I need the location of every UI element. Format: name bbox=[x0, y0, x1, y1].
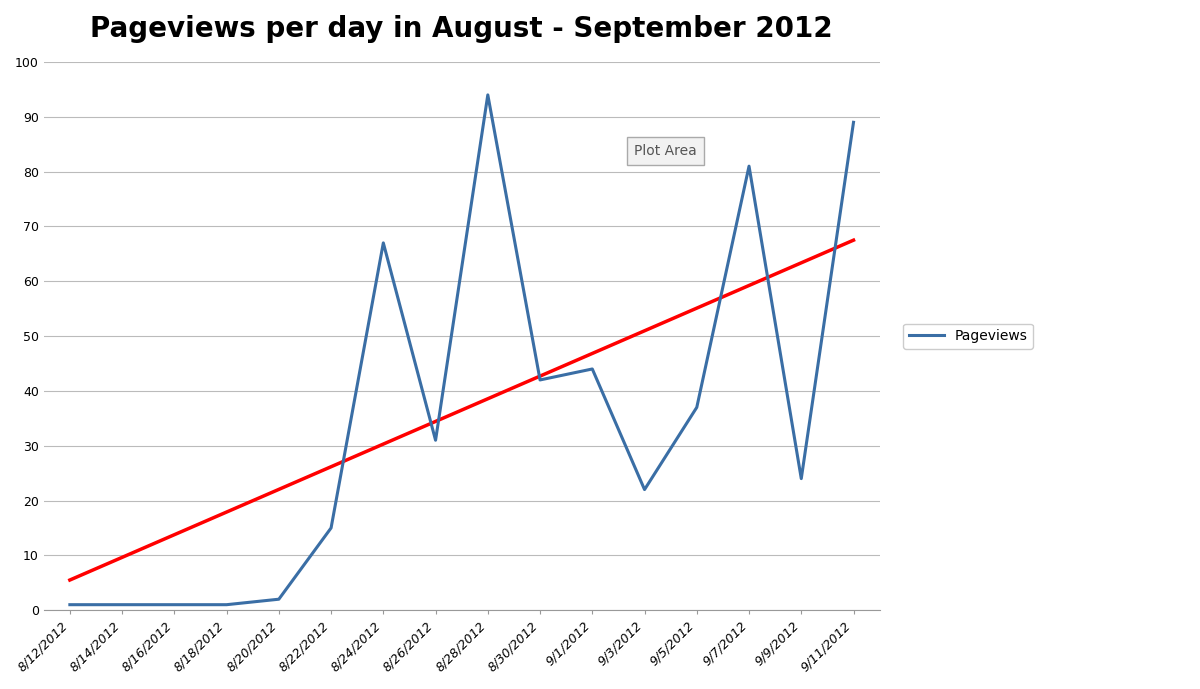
Legend: Pageviews: Pageviews bbox=[904, 324, 1033, 349]
Title: Pageviews per day in August - September 2012: Pageviews per day in August - September … bbox=[90, 15, 833, 43]
Pageviews bbox=[115, 601, 130, 609]
Pageviews bbox=[481, 91, 496, 99]
Pageviews bbox=[62, 601, 77, 609]
Pageviews bbox=[690, 403, 704, 411]
Pageviews bbox=[324, 524, 338, 532]
Pageviews bbox=[271, 595, 286, 604]
Pageviews bbox=[586, 365, 600, 373]
Pageviews bbox=[533, 376, 547, 384]
Line: Pageviews: Pageviews bbox=[70, 95, 853, 605]
Pageviews bbox=[742, 162, 756, 170]
Pageviews bbox=[637, 486, 652, 494]
Pageviews bbox=[846, 119, 860, 127]
Pageviews bbox=[794, 475, 809, 483]
Pageviews bbox=[167, 601, 181, 609]
Pageviews bbox=[428, 436, 443, 444]
Text: Plot Area: Plot Area bbox=[634, 144, 697, 158]
Pageviews bbox=[376, 239, 390, 247]
Pageviews bbox=[220, 601, 234, 609]
